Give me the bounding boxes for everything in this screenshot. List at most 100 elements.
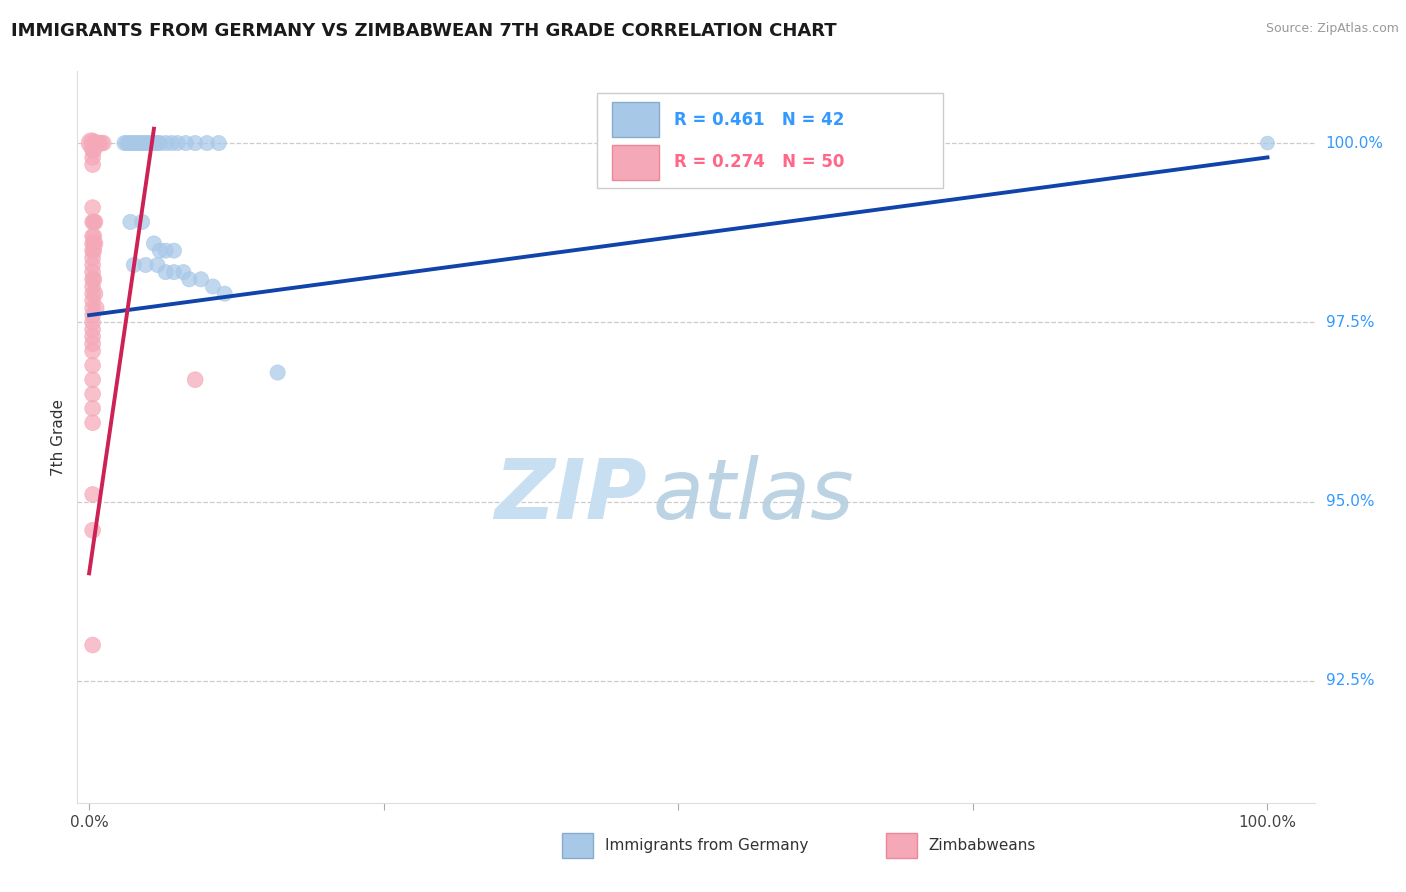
Point — [82, 150, 104, 164]
Point — [82, 344, 104, 359]
Point — [82, 315, 104, 329]
Point — [84, 301, 107, 315]
FancyBboxPatch shape — [598, 94, 943, 188]
Point — [80, 136, 103, 150]
Point — [82, 201, 104, 215]
Point — [184, 373, 207, 387]
Point — [131, 215, 153, 229]
Text: R = 0.461   N = 42: R = 0.461 N = 42 — [673, 111, 844, 128]
Point — [84, 136, 107, 150]
Text: IMMIGRANTS FROM GERMANY VS ZIMBABWEAN 7TH GRADE CORRELATION CHART: IMMIGRANTS FROM GERMANY VS ZIMBABWEAN 7T… — [11, 22, 837, 40]
Point — [266, 366, 288, 380]
Point — [82, 136, 104, 150]
Point — [174, 136, 197, 150]
Point — [83, 272, 105, 286]
Point — [82, 258, 104, 272]
Point — [163, 265, 186, 279]
Point — [83, 136, 105, 150]
Point — [82, 336, 104, 351]
Text: 100.0%: 100.0% — [1326, 136, 1384, 151]
Point — [114, 136, 136, 150]
Point — [83, 143, 105, 157]
Point — [142, 136, 165, 150]
Point — [118, 136, 141, 150]
Point — [149, 136, 172, 150]
Text: 97.5%: 97.5% — [1326, 315, 1374, 330]
Point — [82, 401, 104, 416]
Point — [172, 265, 194, 279]
Bar — [612, 102, 659, 137]
Text: 95.0%: 95.0% — [1326, 494, 1374, 509]
Bar — [562, 833, 593, 858]
Point — [129, 136, 152, 150]
Point — [82, 229, 104, 244]
Point — [82, 158, 104, 172]
Point — [82, 329, 104, 343]
Point — [82, 286, 104, 301]
Point — [125, 136, 148, 150]
Point — [83, 215, 105, 229]
Text: atlas: atlas — [652, 455, 855, 536]
Y-axis label: 7th Grade: 7th Grade — [51, 399, 66, 475]
Point — [146, 136, 169, 150]
Point — [84, 286, 107, 301]
Point — [82, 215, 104, 229]
Bar — [886, 833, 917, 858]
Point — [195, 136, 218, 150]
Point — [82, 322, 104, 336]
Point — [135, 136, 157, 150]
Bar — [612, 145, 659, 179]
Point — [136, 136, 159, 150]
Point — [179, 272, 201, 286]
Point — [82, 524, 104, 538]
Point — [82, 308, 104, 322]
Point — [190, 272, 212, 286]
Point — [87, 136, 110, 150]
Point — [155, 244, 177, 258]
Text: R = 0.274   N = 50: R = 0.274 N = 50 — [673, 153, 844, 171]
Point — [83, 236, 105, 251]
Point — [84, 215, 107, 229]
Point — [142, 236, 165, 251]
Point — [82, 301, 104, 315]
Point — [879, 136, 901, 150]
Point — [122, 258, 145, 272]
Point — [82, 236, 104, 251]
Point — [201, 279, 224, 293]
Point — [115, 136, 138, 150]
Point — [166, 136, 188, 150]
Point — [82, 387, 104, 401]
Point — [82, 279, 104, 293]
Point — [146, 258, 169, 272]
Point — [120, 215, 142, 229]
Point — [139, 136, 162, 150]
Text: ZIP: ZIP — [494, 455, 647, 536]
Point — [184, 136, 207, 150]
Point — [82, 638, 104, 652]
Point — [82, 359, 104, 373]
Point — [128, 136, 150, 150]
Text: Zimbabweans: Zimbabweans — [928, 838, 1035, 853]
Point — [91, 136, 114, 150]
Point — [149, 244, 172, 258]
Point — [90, 136, 112, 150]
Point — [82, 272, 104, 286]
Point — [155, 265, 177, 279]
Point — [82, 416, 104, 430]
Point — [122, 136, 145, 150]
Point — [1256, 136, 1278, 150]
Text: 92.5%: 92.5% — [1326, 673, 1374, 689]
Point — [82, 265, 104, 279]
Point — [163, 244, 186, 258]
Point — [83, 229, 105, 244]
Point — [132, 136, 155, 150]
Point — [84, 136, 107, 150]
Text: Source: ZipAtlas.com: Source: ZipAtlas.com — [1265, 22, 1399, 36]
Point — [82, 244, 104, 258]
Point — [155, 136, 177, 150]
Point — [214, 286, 236, 301]
Text: Immigrants from Germany: Immigrants from Germany — [605, 838, 808, 853]
Point — [82, 373, 104, 387]
Point — [82, 251, 104, 265]
Point — [82, 487, 104, 501]
